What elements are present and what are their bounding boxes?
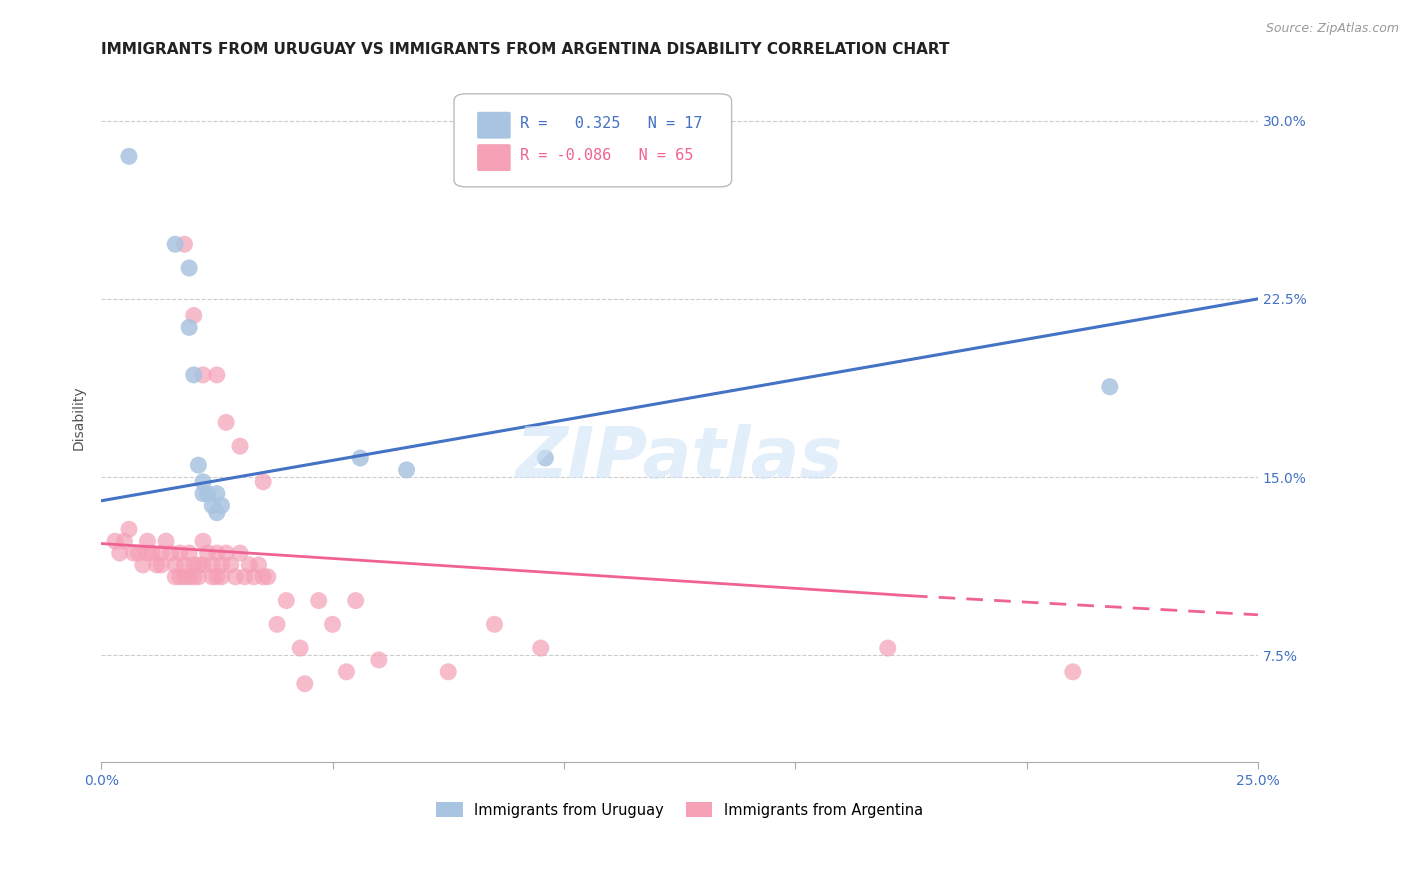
Point <box>395 463 418 477</box>
Point <box>173 237 195 252</box>
Point <box>191 475 214 489</box>
Point <box>876 641 898 656</box>
Point <box>197 546 219 560</box>
Point <box>349 450 371 465</box>
Point <box>335 665 357 679</box>
Point <box>219 558 242 572</box>
Point <box>344 593 367 607</box>
Point <box>191 486 214 500</box>
Point <box>108 546 131 560</box>
Point <box>288 641 311 656</box>
Point <box>322 617 344 632</box>
Point <box>211 558 233 572</box>
Point <box>205 486 228 500</box>
Point <box>243 570 266 584</box>
Point <box>233 570 256 584</box>
Point <box>191 558 214 572</box>
Point <box>179 320 201 334</box>
Legend: Immigrants from Uruguay, Immigrants from Argentina: Immigrants from Uruguay, Immigrants from… <box>430 797 929 823</box>
Point <box>276 593 298 607</box>
FancyBboxPatch shape <box>454 94 731 186</box>
Point <box>201 570 224 584</box>
Point <box>136 534 159 549</box>
Point <box>183 368 205 382</box>
Point <box>308 593 330 607</box>
Point <box>173 570 195 584</box>
Text: IMMIGRANTS FROM URUGUAY VS IMMIGRANTS FROM ARGENTINA DISABILITY CORRELATION CHAR: IMMIGRANTS FROM URUGUAY VS IMMIGRANTS FR… <box>101 42 949 57</box>
Point <box>169 546 191 560</box>
Point <box>127 546 149 560</box>
Point <box>534 450 557 465</box>
Point <box>183 570 205 584</box>
Text: ZIPatlas: ZIPatlas <box>516 425 844 493</box>
Point <box>132 558 155 572</box>
Point <box>183 309 205 323</box>
Point <box>211 570 233 584</box>
Point <box>484 617 506 632</box>
Point <box>437 665 460 679</box>
Point <box>141 546 163 560</box>
Point <box>197 486 219 500</box>
Point <box>294 676 316 690</box>
Point <box>252 475 274 489</box>
Point <box>229 546 252 560</box>
Point <box>165 558 187 572</box>
Point <box>183 558 205 572</box>
Point <box>229 439 252 453</box>
Point <box>179 546 201 560</box>
Point <box>104 534 127 549</box>
Point <box>252 570 274 584</box>
Point <box>1098 380 1121 394</box>
Point <box>201 558 224 572</box>
Point <box>238 558 260 572</box>
Point <box>155 534 177 549</box>
Point <box>215 416 238 430</box>
Point <box>205 368 228 382</box>
Point <box>150 558 173 572</box>
Point <box>122 546 145 560</box>
Point <box>112 534 135 549</box>
Point <box>165 237 187 252</box>
Point <box>118 149 141 163</box>
Point <box>179 260 201 275</box>
Point <box>211 499 233 513</box>
Text: R =   0.325   N = 17: R = 0.325 N = 17 <box>520 116 703 131</box>
Point <box>224 570 246 584</box>
FancyBboxPatch shape <box>477 112 510 138</box>
Point <box>205 506 228 520</box>
Point <box>367 653 389 667</box>
Point <box>266 617 288 632</box>
Point <box>530 641 553 656</box>
Text: R = -0.086   N = 65: R = -0.086 N = 65 <box>520 148 693 163</box>
Point <box>201 499 224 513</box>
Point <box>136 546 159 560</box>
FancyBboxPatch shape <box>477 145 510 171</box>
Text: Source: ZipAtlas.com: Source: ZipAtlas.com <box>1265 22 1399 36</box>
Point <box>150 546 173 560</box>
Point <box>205 570 228 584</box>
Point <box>187 570 209 584</box>
Point <box>187 558 209 572</box>
Point <box>179 570 201 584</box>
Point <box>1062 665 1084 679</box>
Point <box>256 570 278 584</box>
Point <box>118 522 141 536</box>
Point <box>191 368 214 382</box>
Point <box>173 558 195 572</box>
Point <box>187 458 209 472</box>
Point <box>191 534 214 549</box>
Point <box>165 570 187 584</box>
Point <box>145 558 167 572</box>
Point <box>247 558 270 572</box>
Point <box>169 570 191 584</box>
Point <box>215 546 238 560</box>
Point <box>205 546 228 560</box>
Y-axis label: Disability: Disability <box>72 385 86 450</box>
Point <box>159 546 181 560</box>
